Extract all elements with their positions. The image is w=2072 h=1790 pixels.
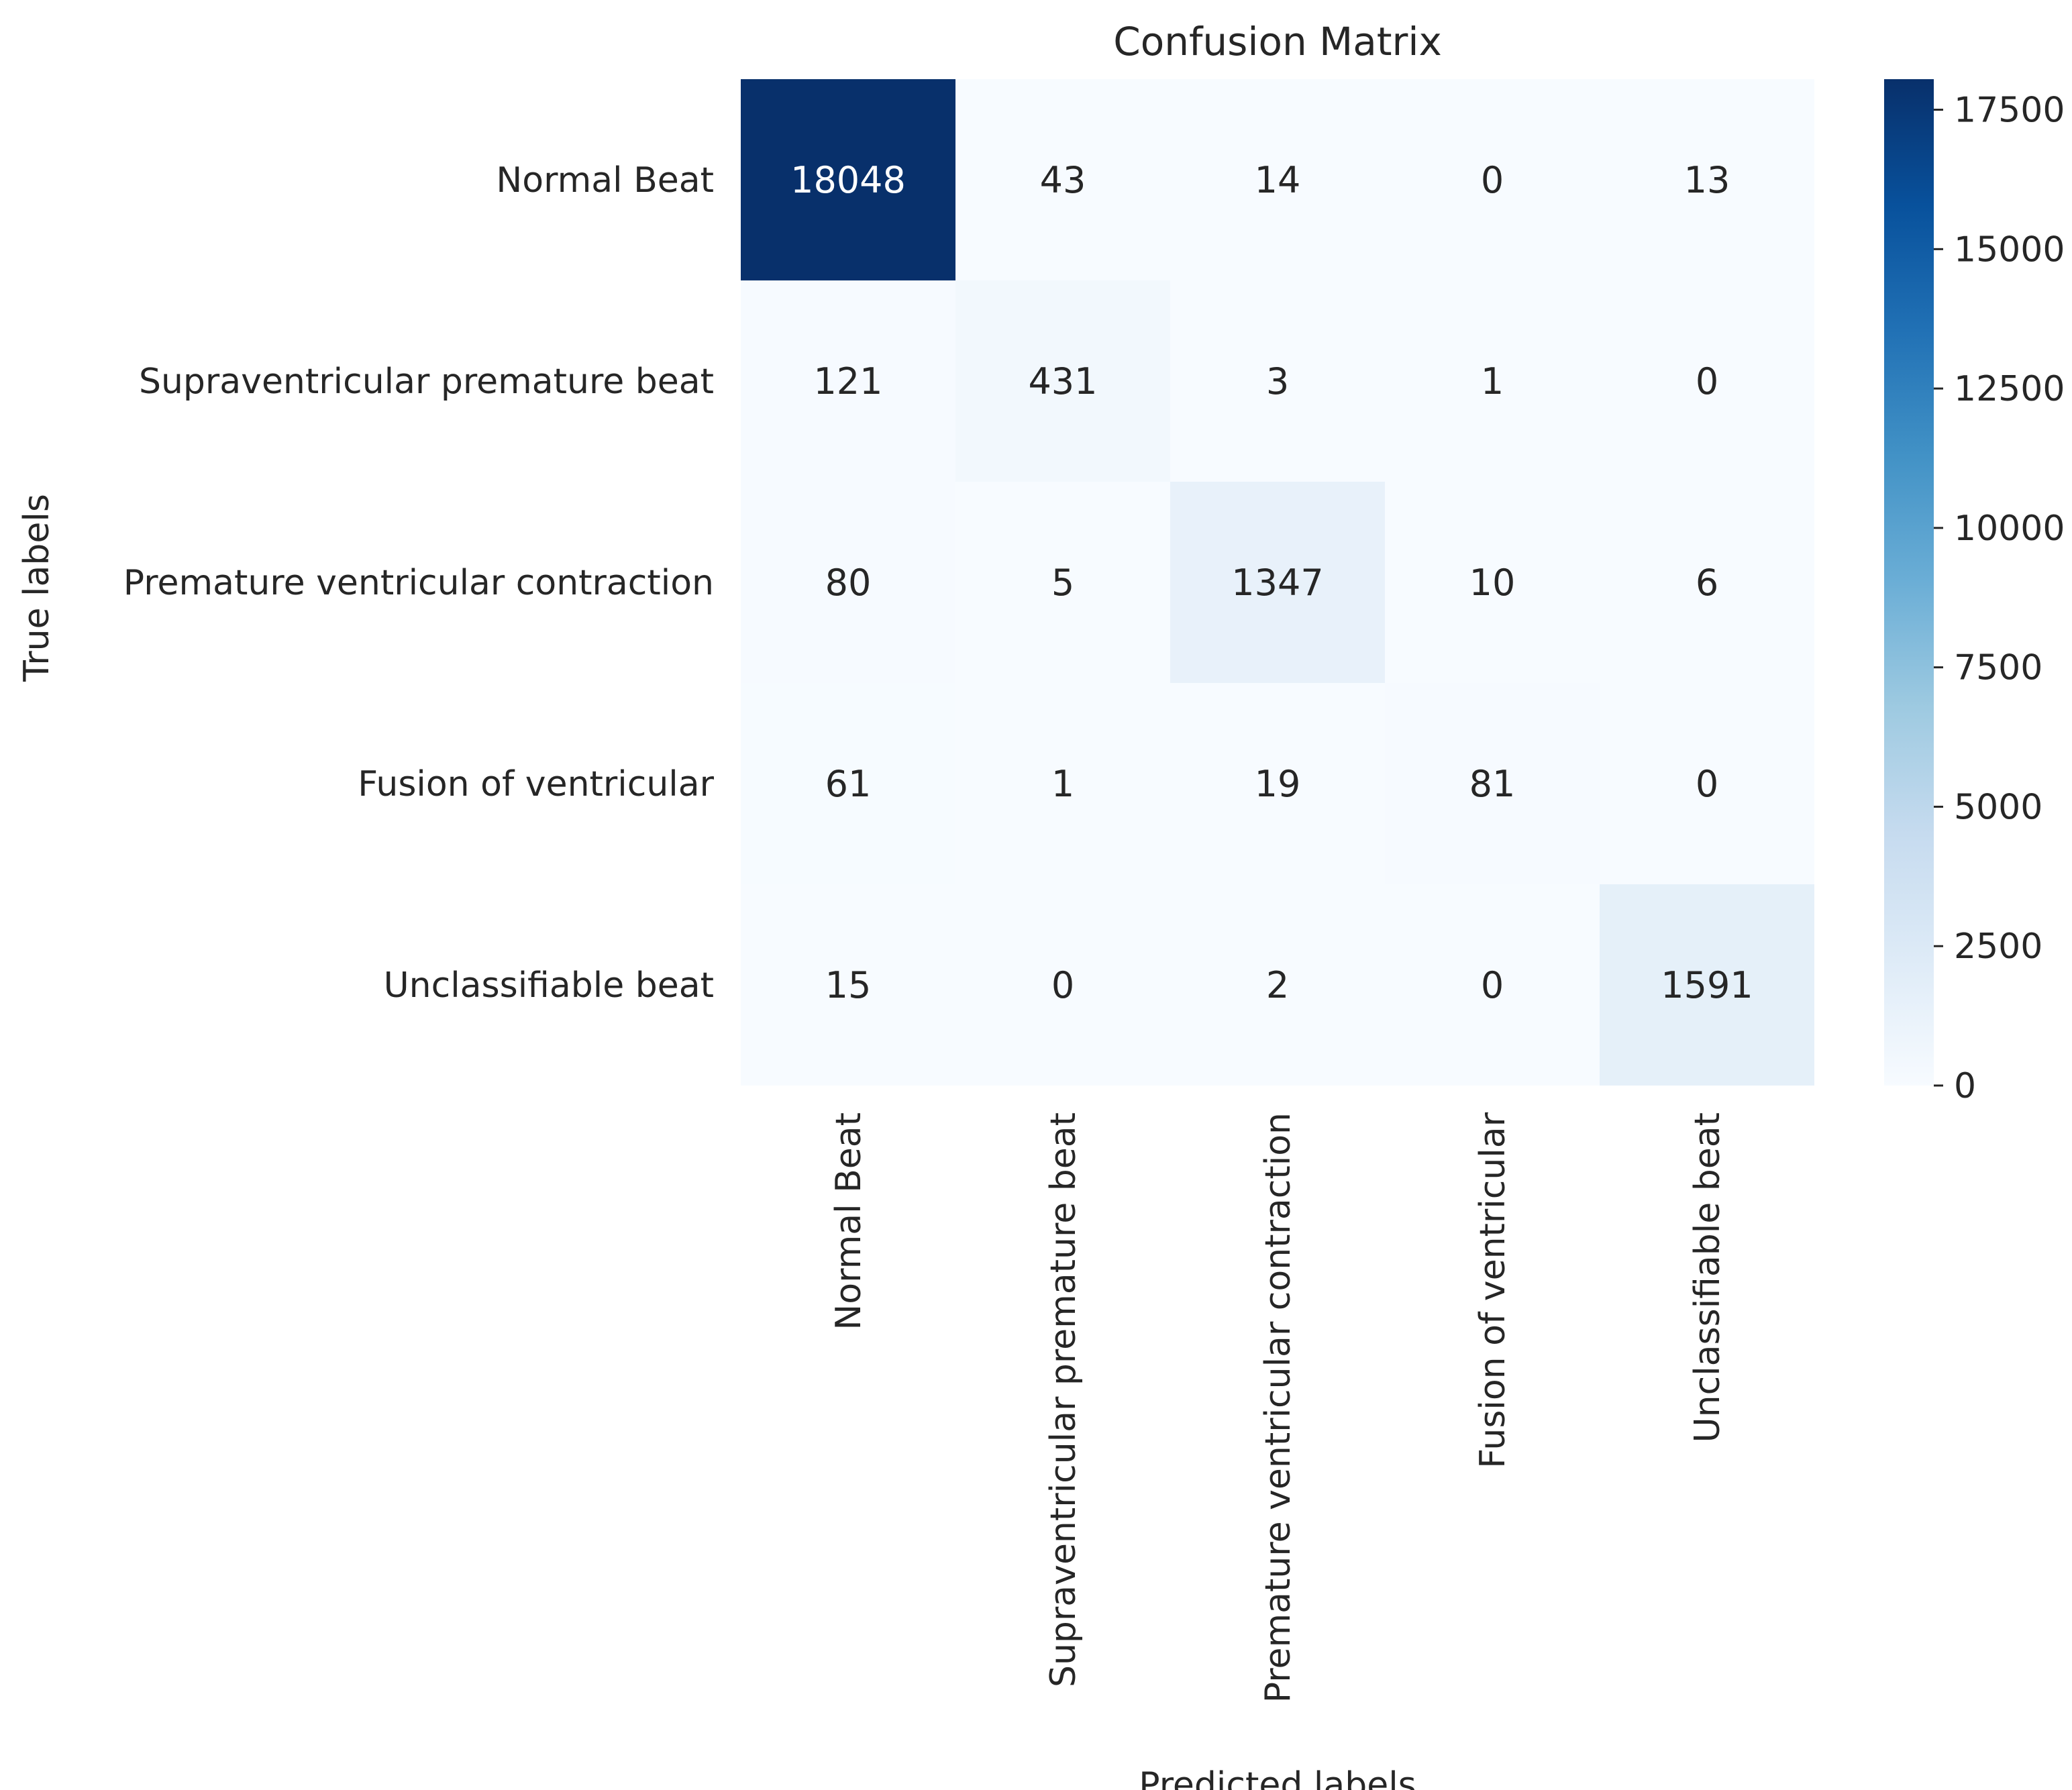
heatmap-cell (741, 280, 955, 482)
heatmap-cell (741, 79, 955, 280)
heatmap-cell (955, 884, 1170, 1086)
y-tick-label: Premature ventricular contraction (123, 563, 714, 603)
heatmap-cell (741, 884, 955, 1086)
heatmap-cell (955, 482, 1170, 683)
colorbar-tick-label: 17500 (1954, 91, 2065, 131)
cell-value-label: 6 (1696, 562, 1718, 604)
heatmap-cell (1600, 884, 1814, 1086)
heatmap-cell (955, 683, 1170, 884)
cell-value-label: 0 (1696, 763, 1718, 805)
cell-value-label: 0 (1051, 964, 1074, 1006)
x-axis-label: Predicted labels (1139, 1765, 1416, 1790)
heatmap-cell (1170, 79, 1385, 280)
x-tick-labels: Normal Beat Supraventricular premature be… (829, 1112, 1728, 1703)
colorbar-tick-label: 12500 (1954, 369, 2065, 409)
heatmap-cell (1385, 280, 1600, 482)
colorbar-tick-label: 15000 (1954, 229, 2065, 270)
cell-value-label: 121 (813, 360, 882, 403)
x-tick-label: Fusion of ventricular (1473, 1112, 1513, 1468)
cell-value-label: 10 (1469, 562, 1516, 604)
heatmap-cell (1600, 482, 1814, 683)
heatmap-cell (1385, 482, 1600, 683)
cell-value-label: 1 (1051, 763, 1074, 805)
cell-value-label: 14 (1255, 159, 1301, 201)
x-tick-label: Supraventricular premature beat (1043, 1112, 1084, 1687)
x-tick-label: Premature ventricular contraction (1258, 1112, 1298, 1703)
heatmap-cell (955, 280, 1170, 482)
x-tick-label: Normal Beat (829, 1112, 869, 1330)
heatmap-cell (741, 683, 955, 884)
cell-value-label: 0 (1696, 360, 1718, 403)
y-tick-label: Normal Beat (496, 160, 714, 201)
heatmap-cell (1600, 79, 1814, 280)
cell-value-label: 1347 (1231, 562, 1323, 604)
cell-value-label: 1 (1481, 360, 1504, 403)
cell-value-label: 3 (1266, 360, 1289, 403)
heatmap-cell (1600, 683, 1814, 884)
heatmap-cell (1170, 482, 1385, 683)
cell-value-label: 5 (1051, 562, 1074, 604)
heatmap-cell (1385, 884, 1600, 1086)
cell-value-label: 18048 (790, 159, 906, 201)
cell-value-label: 13 (1684, 159, 1730, 201)
colorbar-tick-label: 10000 (1954, 509, 2065, 549)
colorbar-tick-label: 7500 (1954, 648, 2042, 688)
cell-value-label: 1591 (1661, 964, 1753, 1006)
colorbar-tick-label: 2500 (1954, 927, 2042, 967)
cell-value-label: 0 (1481, 159, 1504, 201)
heatmap-cell (741, 482, 955, 683)
heatmap-cell (1170, 280, 1385, 482)
colorbar: 0 2500 5000 7500 10000 12500 15000 17500 (1884, 79, 2065, 1106)
y-tick-label: Unclassifiable beat (384, 965, 714, 1006)
cell-value-label: 80 (825, 562, 872, 604)
cell-value-label: 19 (1255, 763, 1301, 805)
y-tick-label: Fusion of ventricular (358, 764, 714, 804)
x-tick-label: Unclassifiable beat (1688, 1112, 1728, 1442)
cell-value-label: 2 (1266, 964, 1289, 1006)
cell-value-label: 15 (825, 964, 872, 1006)
heatmap-cell (1385, 79, 1600, 280)
y-tick-label: Supraventricular premature beat (139, 362, 714, 402)
cell-value-label: 61 (825, 763, 872, 805)
cell-value-label: 0 (1481, 964, 1504, 1006)
heatmap-cell (1600, 280, 1814, 482)
cell-value-label: 43 (1040, 159, 1086, 201)
y-axis-label: True labels (17, 494, 57, 682)
chart-title: Confusion Matrix (1113, 19, 1442, 64)
cell-value-label: 431 (1028, 360, 1097, 403)
heatmap-cell (955, 79, 1170, 280)
colorbar-tick-label: 5000 (1954, 787, 2042, 827)
y-tick-labels: Normal Beat Supraventricular premature be… (123, 160, 715, 1006)
heatmap-cell (1170, 884, 1385, 1086)
colorbar-tick-label: 0 (1954, 1066, 1976, 1106)
colorbar-gradient (1884, 79, 1934, 1086)
heatmap-cell (1170, 683, 1385, 884)
heatmap-cell (1385, 683, 1600, 884)
cell-value-label: 81 (1469, 763, 1516, 805)
